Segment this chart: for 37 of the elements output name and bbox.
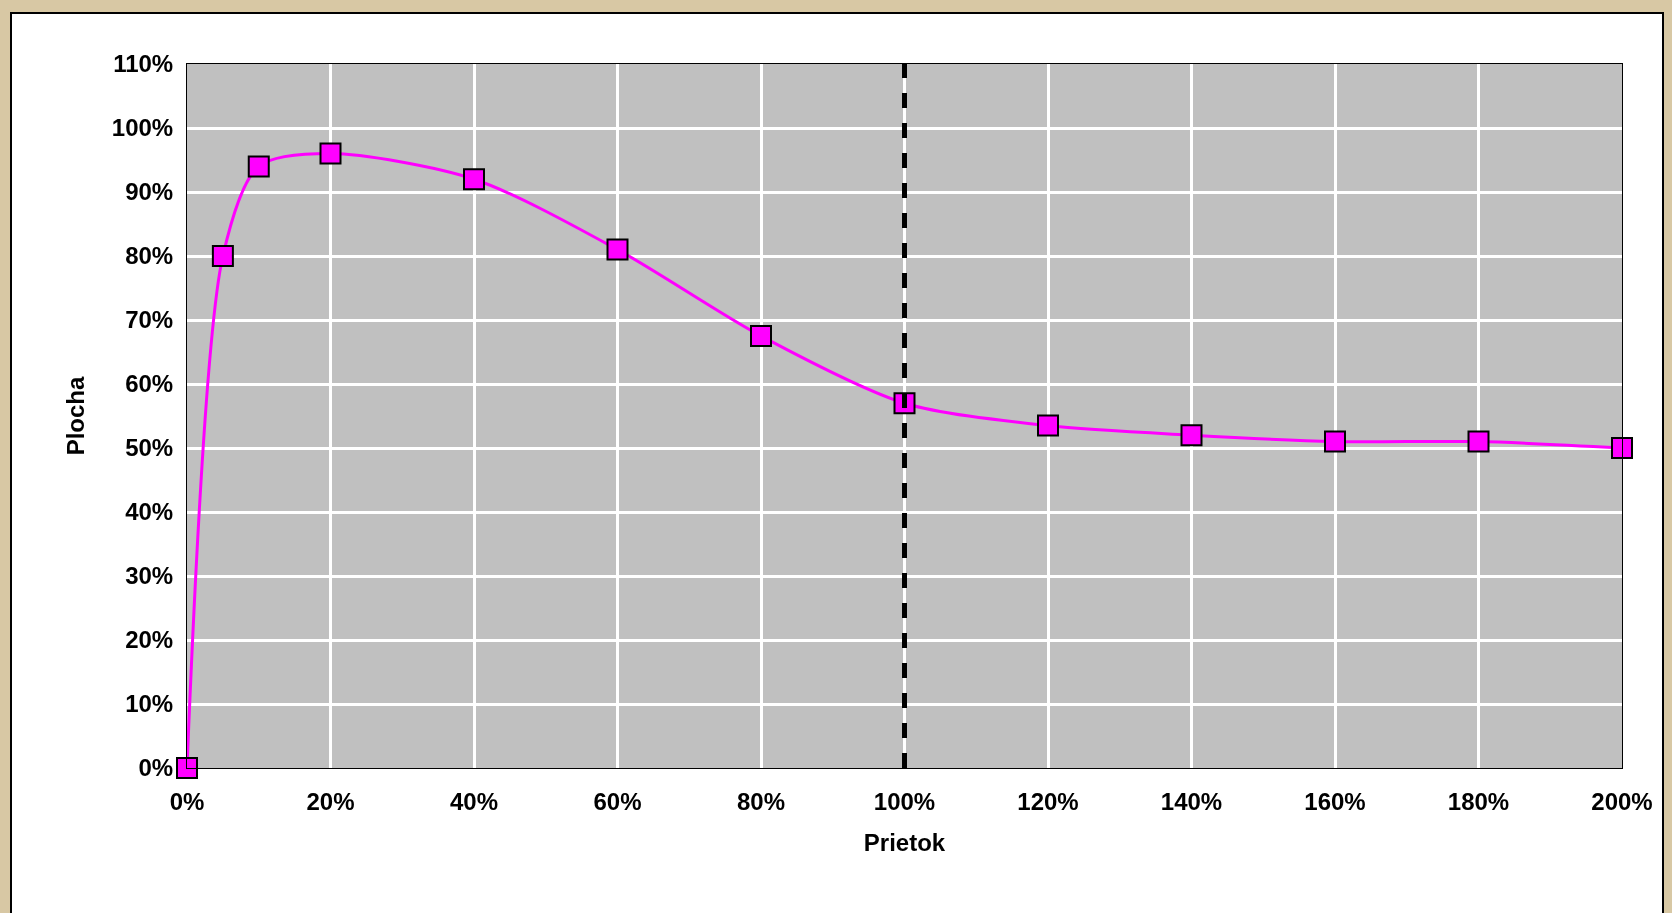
y-tick-label: 30% [125,562,174,590]
point [1180,424,1203,447]
point [1611,437,1633,459]
point [606,238,629,261]
x-tick-label: 0% [169,787,205,815]
x-tick-label: 140% [1160,787,1223,815]
point [247,155,270,178]
x-axis-title: Prietok [863,829,946,857]
x-tick-label: 160% [1304,787,1366,815]
y-tick-label: 40% [125,498,174,526]
point [176,757,198,779]
y-tick-label: 50% [125,434,174,462]
x-tick-label: 100% [873,787,936,815]
y-tick-label: 70% [125,306,174,334]
y-tick-label: 90% [125,178,174,206]
y-axis-title: Plocha [61,376,89,456]
x-tick-label: 40% [449,787,499,815]
point [211,245,234,267]
x-tick-label: 60% [593,787,642,815]
x-tick-label: 80% [736,787,786,815]
y-tick-label: 0% [138,754,174,782]
y-tick-label: 100% [111,114,174,142]
x-tick-label: 120% [1017,787,1079,815]
y-tick-label: 80% [125,242,174,270]
y-tick-label: 20% [125,626,174,654]
y-tick-label: 110% [113,50,174,78]
y-tick-label: 10% [125,690,174,718]
point [750,325,772,347]
x-tick-label: 180% [1447,787,1510,815]
point [1037,414,1059,437]
point [319,142,342,165]
point [463,168,485,191]
point [1467,430,1490,453]
x-tick-label: 20% [306,787,355,815]
y-tick-label: 60% [125,370,174,398]
point [1324,430,1346,453]
x-tick-label: 200% [1591,787,1653,815]
